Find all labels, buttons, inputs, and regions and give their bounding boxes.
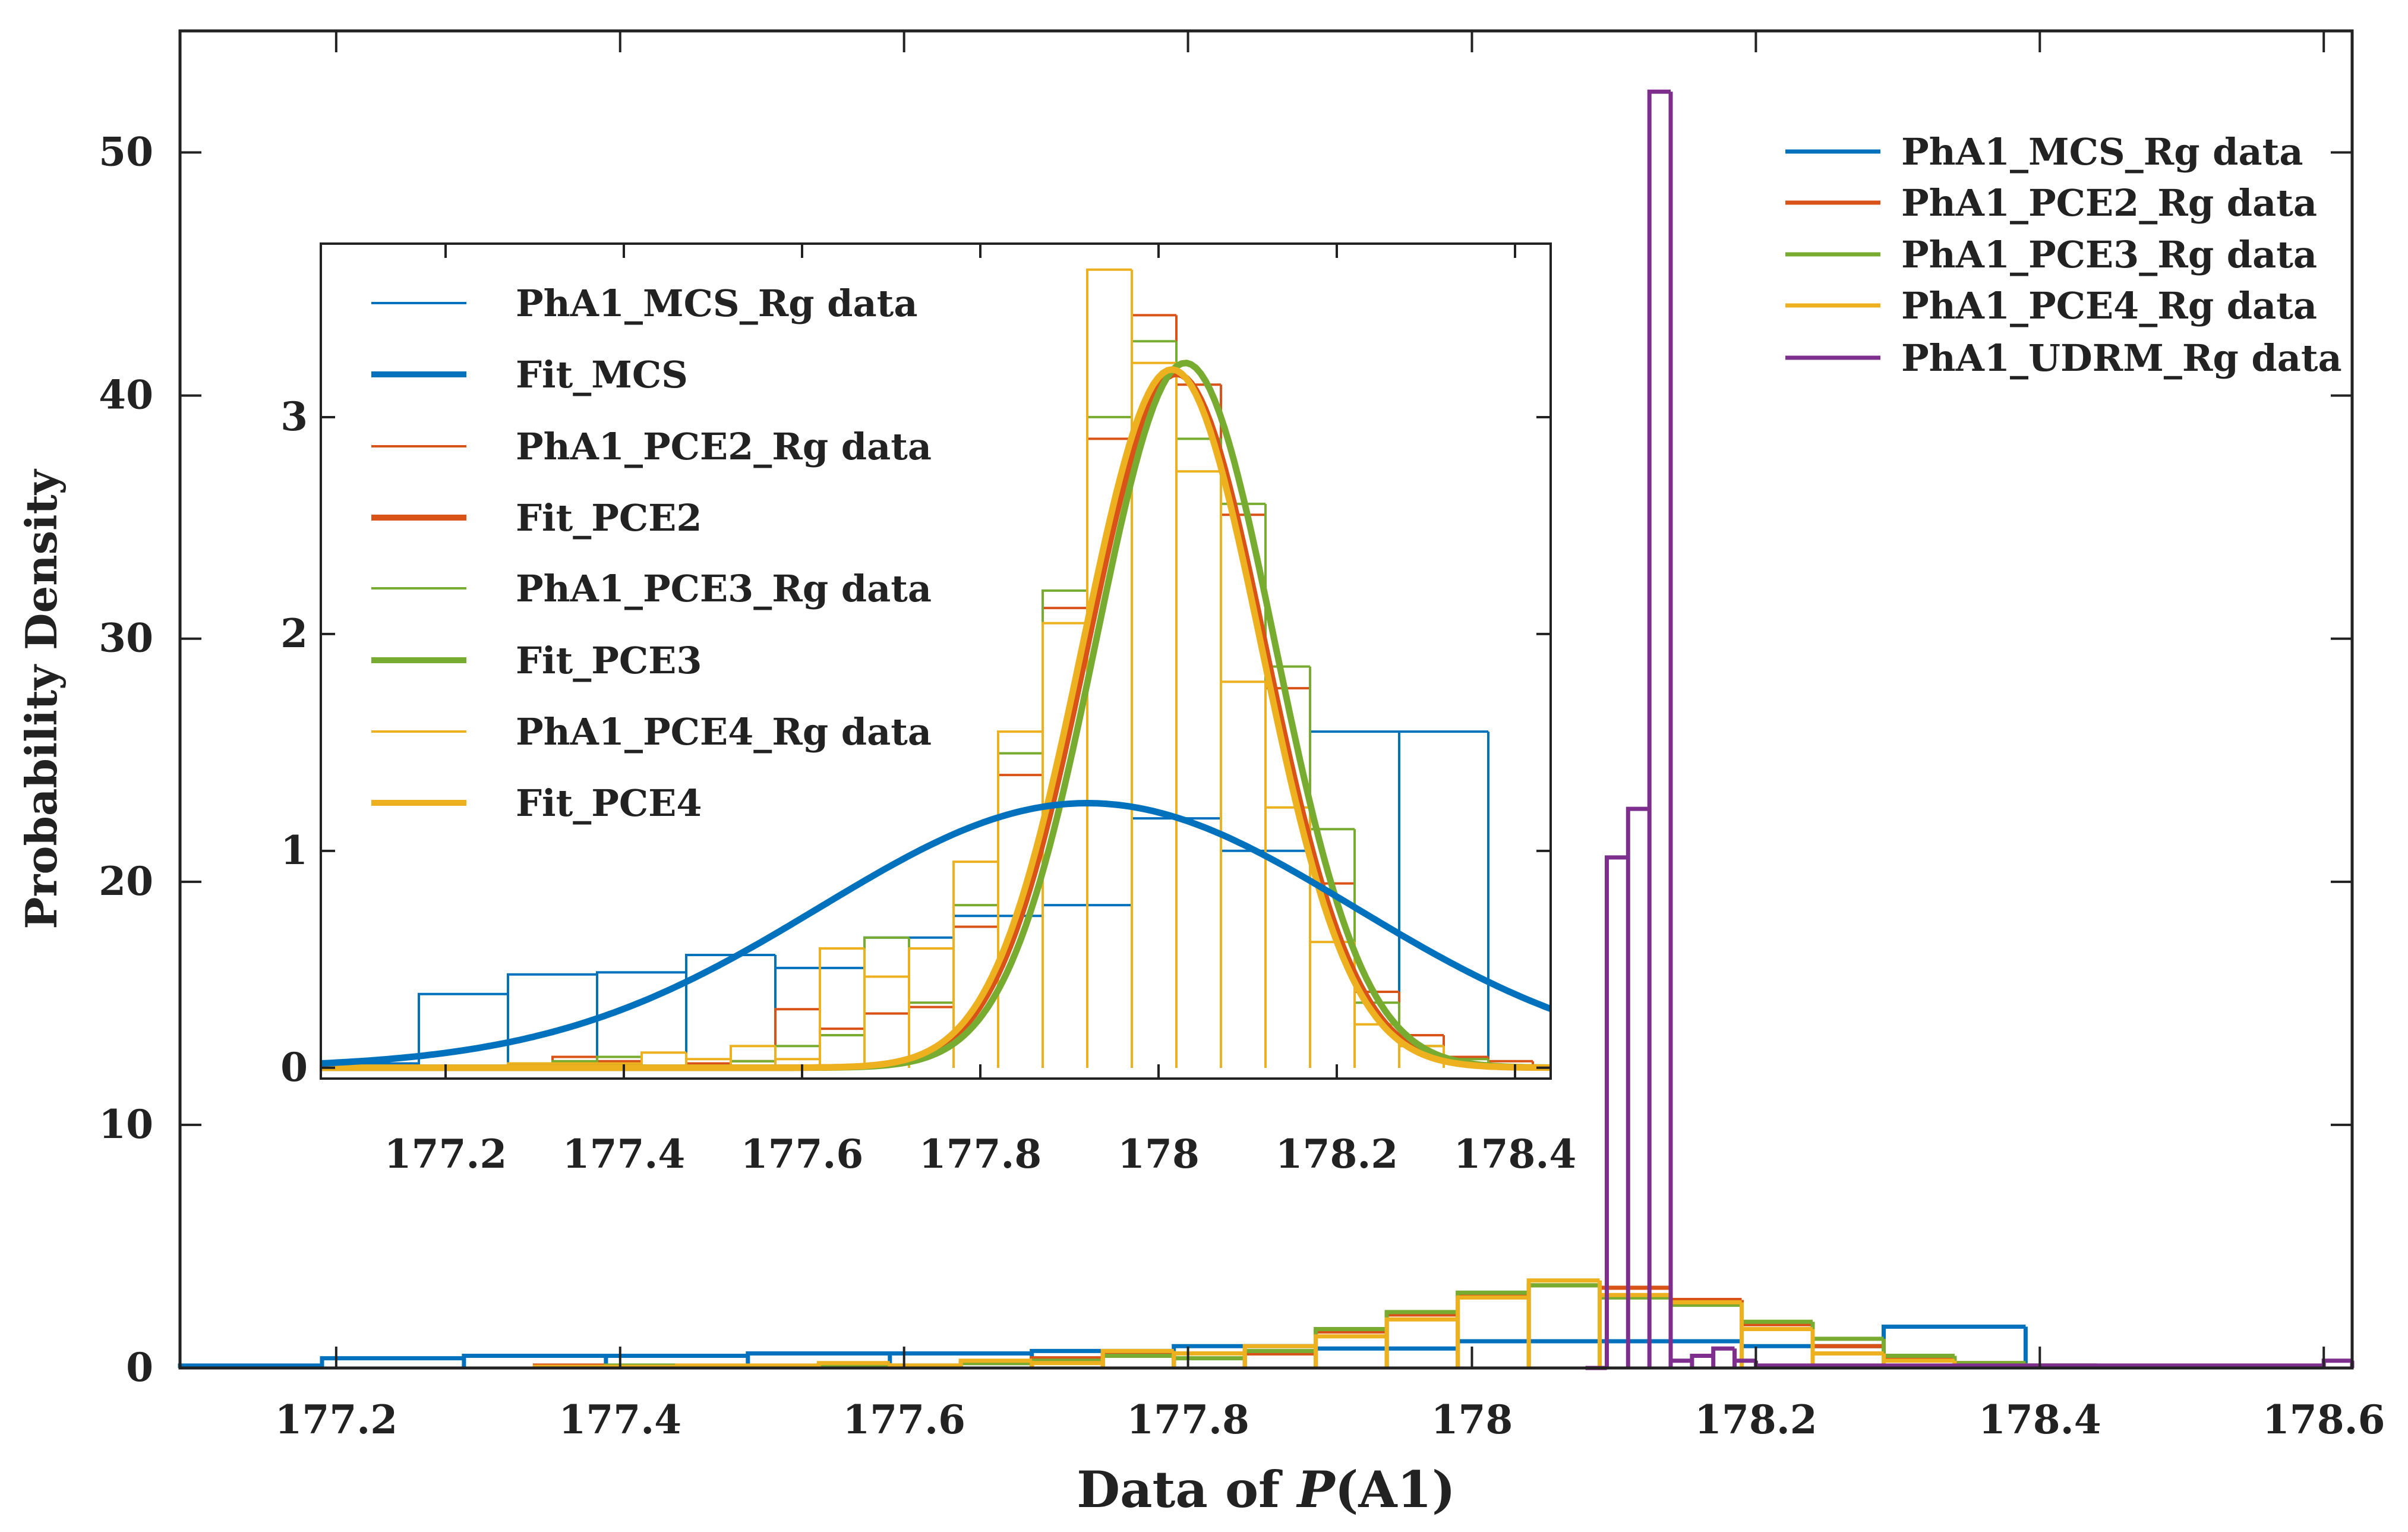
main-y-tick-label-20: 20 (99, 858, 153, 904)
main-axis-ticks: 177.2 177.4 177.6 177.8 178 178.2 178.4 178.601… (99, 31, 2385, 1443)
main-x-axis-label: Data of P(A1) (1077, 1460, 1455, 1519)
main-legend: PhA1_MCS_Rg data PhA1_PCE2_Rg data PhA1_… (1785, 130, 2342, 380)
inset-legend-label-pce4-data: PhA1_PCE4_Rg data (516, 710, 932, 754)
x-label-prefix: Data of (1077, 1460, 1297, 1519)
main-x-tick-label-178: 178 (1431, 1397, 1513, 1443)
inset-y-tick-label-1: 1 (280, 827, 308, 874)
legend-label-pce3: PhA1_PCE3_Rg data (1901, 233, 2317, 276)
inset-background (321, 244, 1551, 1079)
inset-plot-frame (320, 242, 1552, 1080)
main-x-tick-label-178-6: 178.6 (2262, 1397, 2385, 1443)
inset-fit-fit-mcs (320, 800, 1552, 1067)
inset-legend: PhA1_MCS_Rg data Fit_MCS PhA1_PCE2_Rg da… (371, 282, 932, 825)
inset-fit-curves (320, 360, 1552, 1071)
main-y-tick-label-10: 10 (99, 1101, 153, 1148)
main-x-tick-label-178-2: 178.2 (1694, 1397, 1817, 1443)
main-x-tick-label-178-4: 178.4 (1978, 1397, 2101, 1443)
legend-label-pce2: PhA1_PCE2_Rg data (1901, 181, 2317, 225)
inset-y-tick-label-0: 0 (280, 1044, 308, 1090)
inset-legend-label-fit-pce2: Fit_PCE2 (516, 496, 702, 540)
inset-legend-label-pce2-data: PhA1_PCE2_Rg data (516, 425, 932, 468)
main-x-tick-label-177-8: 177.8 (1126, 1397, 1249, 1443)
inset-y-tick-label-2: 2 (280, 610, 308, 657)
inset-x-tick-label-177-6: 177.6 (741, 1131, 864, 1177)
inset-axes: 177.2 177.4 177.6 177.8 178 178.2 178.4 0 1 2 3 Ph… (280, 242, 1576, 1177)
main-axes: 177.2 177.4 177.6 177.8 178 178.2 178.4 178.601… (99, 29, 2385, 1443)
inset-x-tick-label-178: 178 (1118, 1131, 1200, 1177)
inset-x-tick-label-177-4: 177.4 (563, 1131, 686, 1177)
inset-legend-label-mcs-data: PhA1_MCS_Rg data (516, 282, 918, 325)
inset-axis-ticks: 177.2 177.4 177.6 177.8 178 178.2 178.4 0 1 2 3 (280, 244, 1576, 1177)
main-y-tick-label-30: 30 (99, 615, 153, 661)
main-x-tick-label-177-2: 177.2 (275, 1397, 398, 1443)
main-x-tick-label-177-6: 177.6 (842, 1397, 965, 1443)
inset-legend-label-fit-pce3: Fit_PCE3 (516, 639, 702, 682)
inset-x-tick-label-178-4: 178.4 (1454, 1131, 1577, 1177)
inset-x-tick-label-177-2: 177.2 (384, 1131, 507, 1177)
inset-x-tick-label-178-2: 178.2 (1276, 1131, 1399, 1177)
legend-label-mcs: PhA1_MCS_Rg data (1901, 130, 2303, 174)
main-y-axis-label: Probability Density (16, 468, 67, 929)
inset-legend-label-pce3-data: PhA1_PCE3_Rg data (516, 567, 932, 610)
inset-x-tick-label-177-8: 177.8 (919, 1131, 1042, 1177)
inset-legend-label-fit-pce4: Fit_PCE4 (516, 781, 702, 825)
legend-label-udrm: PhA1_UDRM_Rg data (1901, 336, 2342, 380)
main-plot-frame (178, 29, 2354, 1370)
main-y-tick-label-0: 0 (126, 1344, 153, 1391)
main-y-tick-label-40: 40 (99, 372, 153, 418)
inset-legend-label-fit-mcs: Fit_MCS (516, 353, 688, 396)
legend-label-pce4: PhA1_PCE4_Rg data (1901, 284, 2317, 327)
main-y-tick-label-50: 50 (99, 129, 153, 175)
main-x-tick-label-177-4: 177.4 (558, 1397, 681, 1443)
inset-y-tick-label-3: 3 (280, 393, 308, 440)
x-label-variable: P (1296, 1460, 1336, 1519)
x-label-suffix: (A1) (1335, 1460, 1456, 1519)
inset-fit-fit-pce4 (321, 366, 1551, 1071)
